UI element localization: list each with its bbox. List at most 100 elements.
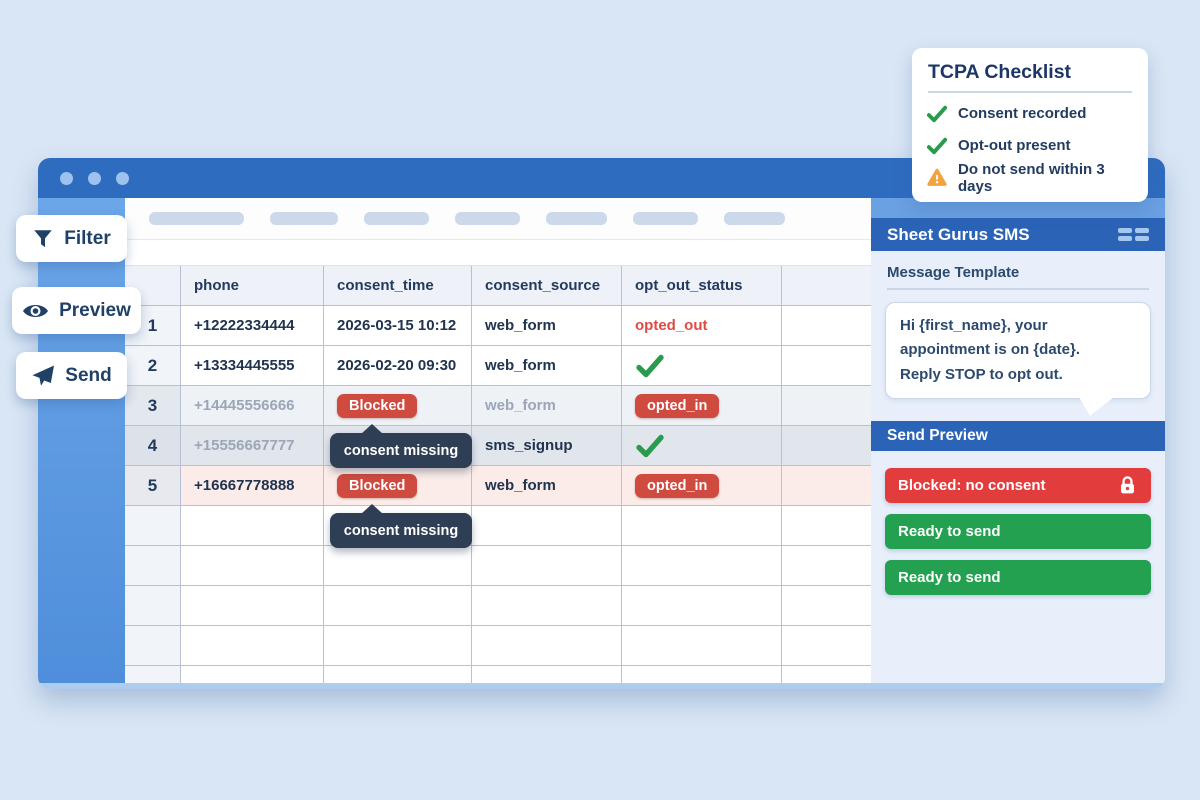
message-template-text: Hi {first_name}, your appointment is on …: [900, 317, 1081, 383]
row-number[interactable]: 3: [125, 386, 181, 426]
row-number[interactable]: [125, 506, 181, 546]
cell-empty[interactable]: [782, 386, 871, 426]
preview-button[interactable]: Preview: [12, 287, 141, 334]
column-header-consent-time[interactable]: consent_time: [324, 266, 472, 306]
cell-empty[interactable]: [181, 626, 324, 666]
tooltip-text: consent missing: [343, 522, 459, 539]
row-number[interactable]: [125, 626, 181, 666]
menu-placeholder: [455, 212, 520, 225]
table-row-empty: [125, 586, 871, 626]
opted-in-check-icon: [636, 434, 664, 457]
cell-phone[interactable]: +13334445555: [181, 346, 324, 386]
cell-empty[interactable]: [782, 426, 871, 466]
cell-phone[interactable]: +16667778888: [181, 466, 324, 506]
spreadsheet-window: phone consent_time consent_source opt_ou…: [38, 158, 1165, 689]
column-header-opt-out-status[interactable]: opt_out_status: [622, 266, 782, 306]
message-template-bubble[interactable]: Hi {first_name}, your appointment is on …: [885, 302, 1151, 416]
cell-empty[interactable]: [324, 666, 472, 683]
row-number[interactable]: [125, 586, 181, 626]
formula-bar[interactable]: [125, 240, 871, 266]
cell-empty[interactable]: [472, 506, 622, 546]
window-control-dot[interactable]: [88, 171, 101, 185]
cell-consent-time[interactable]: Blocked: [324, 466, 472, 506]
row-number[interactable]: [125, 666, 181, 683]
window-control-dot[interactable]: [60, 171, 73, 185]
cell-consent-time[interactable]: 2026-02-20 09:30: [324, 346, 472, 386]
cell-consent-source[interactable]: web_form: [472, 386, 622, 426]
menu-placeholder: [364, 212, 429, 225]
tcpa-item: Opt-out present: [926, 134, 1134, 158]
row-number[interactable]: [125, 546, 181, 586]
cell-empty[interactable]: [472, 586, 622, 626]
cell-phone[interactable]: +12222334444: [181, 306, 324, 346]
cell-empty[interactable]: [782, 666, 871, 683]
cell-empty[interactable]: [181, 666, 324, 683]
column-header-consent-source[interactable]: consent_source: [472, 266, 622, 306]
cell-empty[interactable]: [622, 666, 782, 683]
cell-empty[interactable]: [782, 586, 871, 626]
status-bar-label: Ready to send: [898, 522, 1001, 540]
filter-button-label: Filter: [64, 227, 111, 249]
panel-top-band: [871, 198, 1165, 218]
panel-title: Sheet Gurus SMS: [887, 224, 1030, 244]
row-number[interactable]: 5: [125, 466, 181, 506]
table-row-empty: [125, 546, 871, 586]
cell-empty[interactable]: [181, 546, 324, 586]
column-header-phone[interactable]: phone: [181, 266, 324, 306]
cell-empty[interactable]: [782, 626, 871, 666]
cell-empty[interactable]: [472, 666, 622, 683]
cell-opt-out-status[interactable]: [622, 346, 782, 386]
divider: [928, 91, 1132, 93]
blocked-badge: Blocked: [337, 473, 418, 498]
cell-opt-out-status[interactable]: opted_in: [622, 466, 782, 506]
cell-consent-source[interactable]: web_form: [472, 306, 622, 346]
cell-empty[interactable]: [622, 626, 782, 666]
send-button[interactable]: Send: [16, 352, 127, 399]
cell-empty[interactable]: [782, 546, 871, 586]
cell-empty[interactable]: [472, 626, 622, 666]
cell-consent-time[interactable]: 2026-03-15 10:12: [324, 306, 472, 346]
cell-empty[interactable]: [324, 626, 472, 666]
opted-in-badge: opted_in: [635, 473, 720, 498]
row-number[interactable]: 4: [125, 426, 181, 466]
status-bar-ready: Ready to send: [885, 513, 1151, 549]
cell-consent-source[interactable]: web_form: [472, 346, 622, 386]
cell-empty[interactable]: [622, 506, 782, 546]
cell-opt-out-status[interactable]: opted_in: [622, 386, 782, 426]
row-number[interactable]: 2: [125, 346, 181, 386]
cell-empty[interactable]: [782, 466, 871, 506]
cell-empty[interactable]: [324, 546, 472, 586]
cell-empty[interactable]: [782, 346, 871, 386]
cell-phone[interactable]: +14445556666: [181, 386, 324, 426]
cell-opt-out-status[interactable]: opted_out: [622, 306, 782, 346]
sms-addon-panel: Sheet Gurus SMS Message Template Hi {fir…: [871, 198, 1165, 683]
column-header-empty[interactable]: [782, 266, 871, 306]
panel-header: Sheet Gurus SMS: [871, 218, 1165, 251]
tcpa-item: Do not send within 3 days: [926, 161, 1134, 195]
cell-consent-source[interactable]: web_form: [472, 466, 622, 506]
panel-menu-icon[interactable]: [1118, 228, 1149, 241]
sheet-area: phone consent_time consent_source opt_ou…: [125, 198, 871, 683]
paper-plane-icon: [32, 365, 55, 386]
cell-consent-time[interactable]: Blocked: [324, 386, 472, 426]
table-row-1: 1 +12222334444 2026-03-15 10:12 web_form…: [125, 306, 871, 346]
cell-empty[interactable]: [782, 306, 871, 346]
cell-empty[interactable]: [472, 546, 622, 586]
cell-opt-out-status[interactable]: [622, 426, 782, 466]
check-icon: [926, 137, 948, 154]
tcpa-title: TCPA Checklist: [928, 61, 1072, 83]
consent-missing-tooltip: consent missing: [330, 424, 472, 468]
window-control-dot[interactable]: [116, 171, 129, 185]
header-row: phone consent_time consent_source opt_ou…: [125, 266, 871, 306]
cell-phone[interactable]: +15556667777: [181, 426, 324, 466]
tcpa-checklist-card: TCPA Checklist Consent recorded Opt-out …: [912, 48, 1148, 202]
cell-empty[interactable]: [181, 506, 324, 546]
cell-consent-source[interactable]: sms_signup: [472, 426, 622, 466]
cell-empty[interactable]: [782, 506, 871, 546]
opted-in-badge: opted_in: [635, 393, 720, 418]
filter-button[interactable]: Filter: [16, 215, 127, 262]
cell-empty[interactable]: [324, 586, 472, 626]
cell-empty[interactable]: [181, 586, 324, 626]
cell-empty[interactable]: [622, 586, 782, 626]
cell-empty[interactable]: [622, 546, 782, 586]
